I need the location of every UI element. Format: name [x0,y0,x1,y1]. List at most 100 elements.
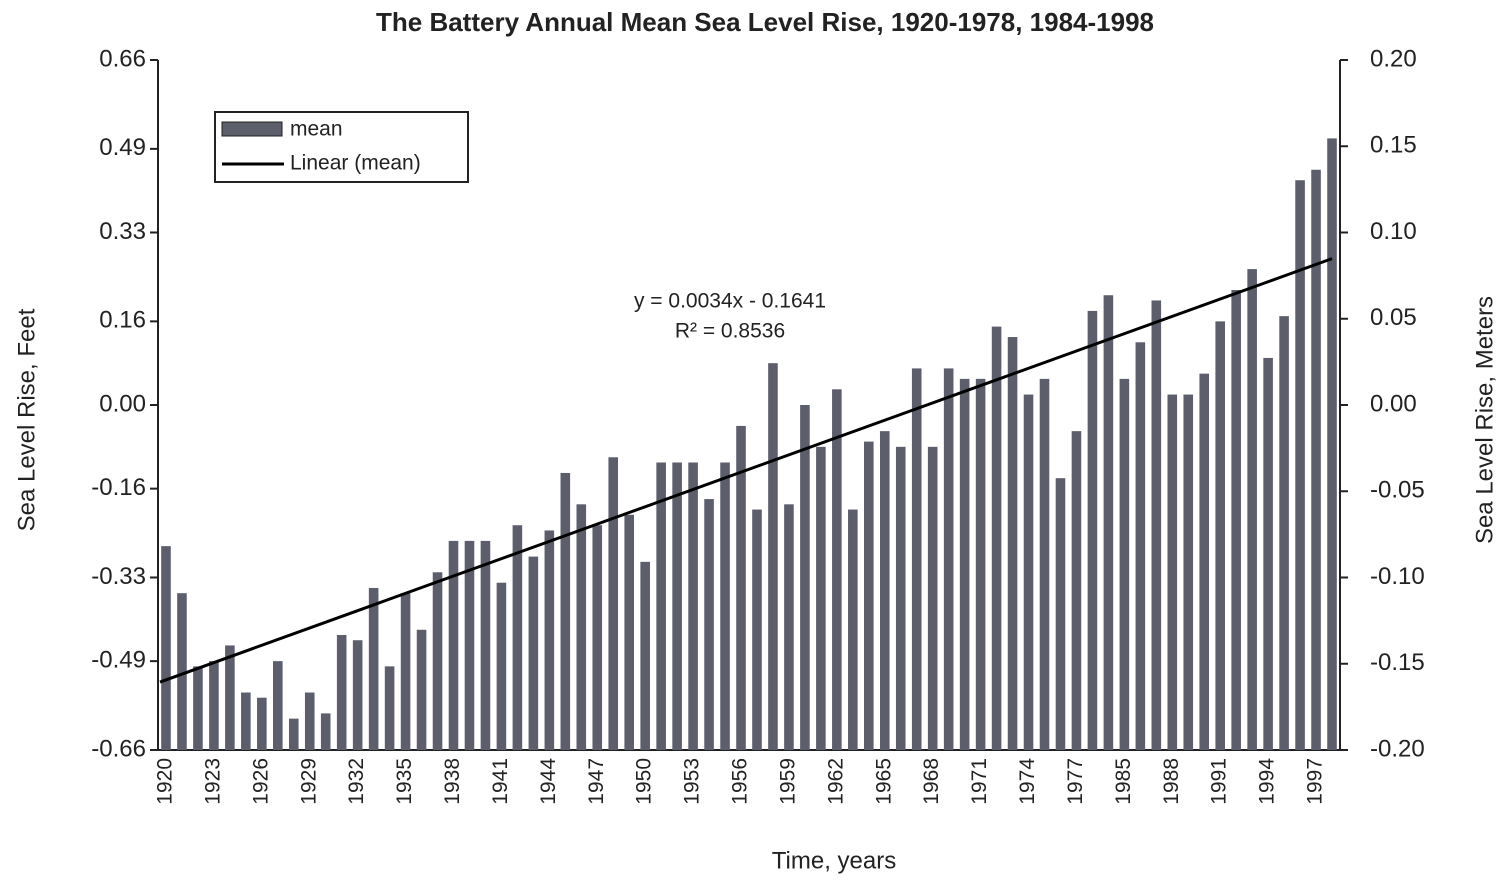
x-tick-label: 1938 [441,758,464,805]
bar [368,587,379,750]
bar [720,462,730,750]
x-tick-label: 1929 [297,758,320,805]
bar [304,692,315,750]
y-axis-label: Sea Level Rise, Feet [13,308,40,531]
bar [416,629,427,750]
y2-tick-label: 0.10 [1370,218,1417,245]
bar [241,692,251,750]
bar [352,640,363,750]
y2-tick-label: -0.05 [1370,477,1425,504]
bar [864,441,874,750]
bar [1007,337,1018,750]
bar [336,635,347,750]
y2-axis-label: Sea Level Rise, Meters [1471,296,1498,544]
x-tick-label: 1950 [633,758,656,805]
bar [193,666,203,750]
x-tick-label: 1994 [1256,758,1279,805]
bar [991,326,1002,750]
bar [1103,295,1114,750]
bar [1151,300,1162,750]
bar [1327,138,1337,751]
bar [528,556,539,750]
r-squared: R² = 0.8536 [675,320,785,343]
y2-tick-label: -0.15 [1370,649,1425,676]
bar [1263,357,1273,750]
bar [832,389,842,750]
y2-tick-label: -0.10 [1370,563,1425,590]
bar [624,514,634,750]
x-tick-label: 1944 [537,758,560,805]
bar [848,509,858,750]
y-tick-label: 0.66 [99,45,146,72]
bar [1183,394,1194,750]
equation: y = 0.0034x - 0.1641 [634,290,826,313]
x-tick-label: 1988 [1160,758,1183,805]
bar [959,378,970,750]
bar [895,446,906,750]
bar [736,425,746,750]
bar [672,462,682,750]
bar [225,645,235,750]
y-tick-label: 0.49 [99,134,146,161]
bar [1039,378,1050,750]
y2-tick-label: 0.05 [1370,304,1417,331]
bar [1311,169,1321,751]
bar [592,525,603,750]
x-axis-label: Time, years [772,847,896,874]
x-tick-label: 1991 [1208,758,1231,805]
y-tick-label: 0.33 [99,218,146,245]
x-tick-label: 1959 [776,758,799,805]
bar [1023,394,1034,750]
x-tick-label: 1941 [489,758,512,805]
bar [480,540,491,750]
bar [927,446,938,750]
bar [320,713,331,750]
bar [1247,269,1257,750]
bar [1087,310,1098,750]
y2-tick-label: 0.20 [1370,45,1417,72]
bar [464,540,475,750]
x-tick-label: 1932 [345,758,368,805]
bar [784,504,794,750]
bar [816,446,826,750]
x-tick-label: 1962 [824,758,847,805]
x-tick-label: 1977 [1064,758,1087,805]
bar [1199,373,1210,750]
bar [688,462,698,750]
bar [560,472,571,750]
bar [879,431,890,750]
bar [1295,180,1305,750]
bar [1119,378,1130,750]
legend-swatch [221,121,283,137]
legend-label: mean [290,118,343,141]
y-tick-label: 0.00 [99,390,146,417]
bar [943,368,954,750]
bar [288,718,299,750]
bar [512,525,523,750]
bar [1231,290,1241,750]
bar [1055,478,1066,750]
x-tick-label: 1997 [1304,758,1327,805]
bar [640,561,650,750]
x-tick-label: 1935 [393,758,416,805]
bar [544,530,555,750]
bar [800,405,810,750]
x-tick-label: 1956 [729,758,752,805]
bar [496,582,507,750]
y-tick-label: -0.66 [91,735,146,762]
bar [608,457,619,750]
legend-label: Linear (mean) [290,152,421,175]
bar [752,509,762,750]
bar [656,462,666,750]
x-tick-label: 1965 [872,758,895,805]
x-tick-label: 1985 [1112,758,1135,805]
x-tick-label: 1920 [154,758,177,805]
x-tick-label: 1947 [585,758,608,805]
bar [257,697,267,750]
x-tick-label: 1953 [681,758,704,805]
y-tick-label: -0.49 [91,646,146,673]
bar [1279,316,1289,750]
bar [432,572,443,750]
bar [448,540,459,750]
